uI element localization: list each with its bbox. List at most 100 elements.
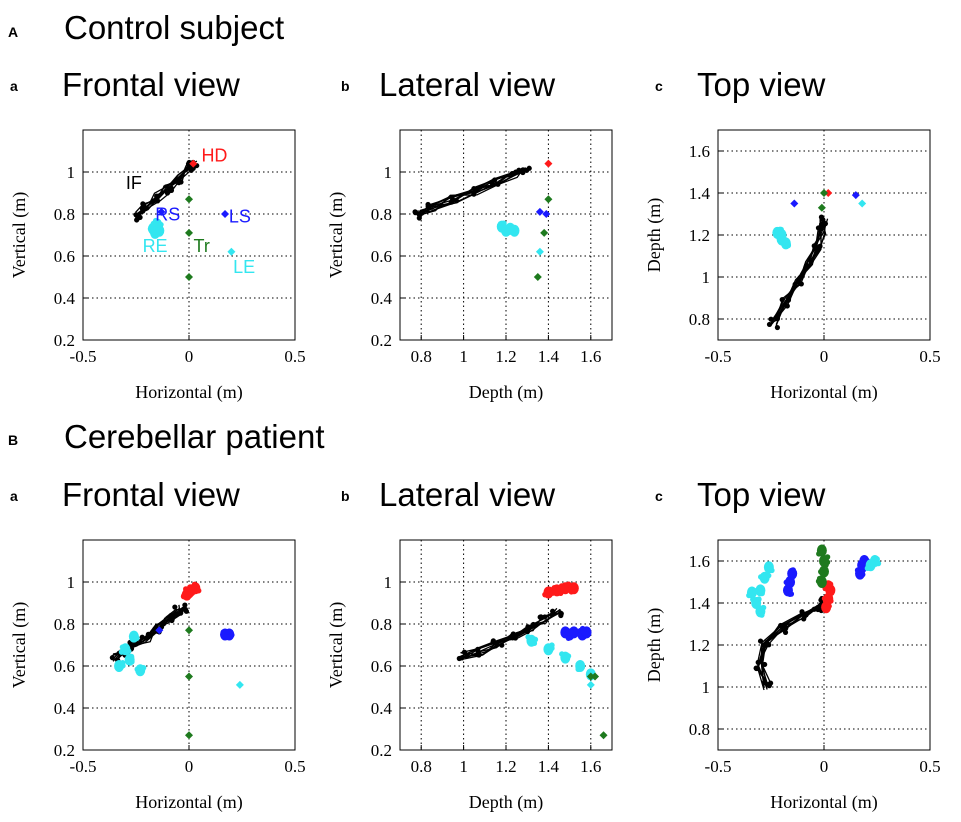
control-lateral-ytick-label: 0.6 <box>371 247 392 266</box>
control-top-point-if <box>808 257 814 263</box>
patient-frontal-point-if <box>160 621 167 627</box>
control-lateral-point-if <box>492 177 498 183</box>
control-top-point-if <box>803 262 810 269</box>
patient-top-ytick-label: 1.4 <box>689 594 711 613</box>
patient-top-point-le <box>875 560 882 567</box>
patient-top-point-if <box>782 629 789 636</box>
control-top-point-if <box>774 316 781 322</box>
control-lateral-point-tr <box>540 228 549 237</box>
control-frontal-xtick-label: 0 <box>185 347 194 366</box>
patient-top-point-hd <box>824 606 831 613</box>
control-top-point-if <box>785 296 792 302</box>
patient-lateral-point-hd <box>546 586 553 593</box>
patient-top-point-tr <box>823 562 829 568</box>
control-lateral-ytick-label: 0.8 <box>371 205 392 224</box>
control-top-point-if <box>795 278 801 285</box>
panel-letter-control-top: c <box>655 78 663 94</box>
control-lateral-point-if <box>524 167 530 173</box>
patient-frontal-ytick-label: 0.4 <box>54 699 76 718</box>
control-top-point-tr <box>817 203 826 212</box>
control-top-point-rs <box>790 199 799 208</box>
patient-frontal-ytick-label: 0.8 <box>54 615 75 634</box>
patient-lateral-ylabel: Vertical (m) <box>326 602 347 688</box>
control-top-point-if <box>811 243 817 249</box>
control-lateral-xlabel: Depth (m) <box>469 382 543 403</box>
patient-lateral-point-if <box>550 608 556 614</box>
patient-frontal-point-ls <box>224 634 231 640</box>
control-top-xtick-label: -0.5 <box>705 347 732 366</box>
control-frontal-point-if <box>177 178 183 184</box>
patient-top-point-re <box>761 574 767 581</box>
patient-top-point-re <box>758 588 764 594</box>
patient-top-point-re <box>760 604 767 611</box>
control-lateral-trajectory-if <box>418 168 524 217</box>
patient-lateral-point-re <box>559 651 565 657</box>
patient-lateral-point-if <box>525 624 531 630</box>
patient-frontal-point-if <box>172 611 179 617</box>
patient-lateral-point-ls <box>566 630 572 637</box>
patient-top-point-if <box>768 680 774 686</box>
patient-top-point-if <box>753 665 760 672</box>
patient-frontal-point-re <box>140 664 147 671</box>
control-top-xtick-label: 0 <box>820 347 829 366</box>
control-frontal-point-re <box>150 220 157 227</box>
patient-top-point-rs <box>783 579 790 586</box>
patient-top-point-re <box>767 564 774 570</box>
patient-top-point-if <box>762 661 768 668</box>
patient-lateral-point-if <box>459 655 465 661</box>
control-frontal-ytick-label: 0.2 <box>54 331 75 350</box>
patient-top-ytick-label: 1.2 <box>689 636 710 655</box>
control-lateral-ylabel: Vertical (m) <box>326 192 347 278</box>
patient-frontal-ytick-label: 0.2 <box>54 741 75 760</box>
patient-lateral-point-ls <box>579 625 586 632</box>
patient-lateral-point-hd <box>568 588 575 595</box>
patient-frontal-xtick-label: 0.5 <box>284 757 305 776</box>
control-lateral-xtick-label: 0.8 <box>411 347 432 366</box>
control-frontal-point-if <box>168 185 174 191</box>
control-frontal-ytick-label: 1 <box>67 163 76 182</box>
patient-frontal-point-if <box>169 617 175 624</box>
control-lateral-point-if <box>449 198 455 205</box>
patient-frontal-point-hd <box>183 586 189 592</box>
patient-lateral-point-re <box>549 642 555 649</box>
patient-top-point-if <box>755 659 761 665</box>
control-top-point-if <box>768 316 774 322</box>
patient-frontal-point-le <box>235 680 244 689</box>
control-frontal-point-if <box>133 212 139 218</box>
control-top-ytick-label: 0.8 <box>689 310 710 329</box>
patient-top-point-tr <box>824 554 831 560</box>
control-lateral-point-hd <box>544 159 553 168</box>
patient-top-point-tr <box>816 575 823 582</box>
control-lateral-point-re <box>501 220 507 227</box>
patient-frontal-point-re <box>116 666 122 672</box>
control-lateral-point-tr <box>533 273 542 281</box>
patient-top-point-hd <box>821 595 828 602</box>
control-top-point-if <box>779 297 785 303</box>
patient-lateral-xtick-label: 1.4 <box>538 757 560 776</box>
patient-top-point-if <box>761 643 768 649</box>
patient-lateral-point-if <box>512 635 519 641</box>
patient-frontal-point-hd <box>195 587 202 594</box>
control-lateral-point-tr <box>544 195 553 204</box>
control-top-point-tr <box>820 189 828 197</box>
patient-frontal-ytick-label: 0.6 <box>54 657 75 676</box>
patient-frontal-point-ls <box>228 632 235 638</box>
patient-lateral-point-hd <box>571 583 577 590</box>
patient-lateral-xlabel: Depth (m) <box>469 792 543 813</box>
patient-lateral-point-re <box>532 636 539 643</box>
control-frontal-point-hd <box>189 159 198 168</box>
control-frontal-point-if <box>151 198 157 204</box>
control-lateral-point-if <box>425 204 431 210</box>
patient-lateral-point-hd <box>542 591 548 598</box>
patient-frontal-point-hd <box>183 590 190 597</box>
control-frontal-annotation-tr: Tr <box>194 236 210 256</box>
patient-lateral-point-if <box>474 651 481 658</box>
control-top-ytick-label: 1.6 <box>689 142 710 161</box>
patient-lateral-point-ls <box>583 631 589 638</box>
control-lateral-xtick-label: 1.2 <box>495 347 516 366</box>
patient-top-point-hd <box>828 598 834 604</box>
control-lateral-point-if <box>412 210 418 216</box>
patient-lateral-xtick-label: 1.6 <box>580 757 601 776</box>
patient-top-point-tr <box>819 549 825 556</box>
patient-frontal-xtick-label: -0.5 <box>70 757 97 776</box>
